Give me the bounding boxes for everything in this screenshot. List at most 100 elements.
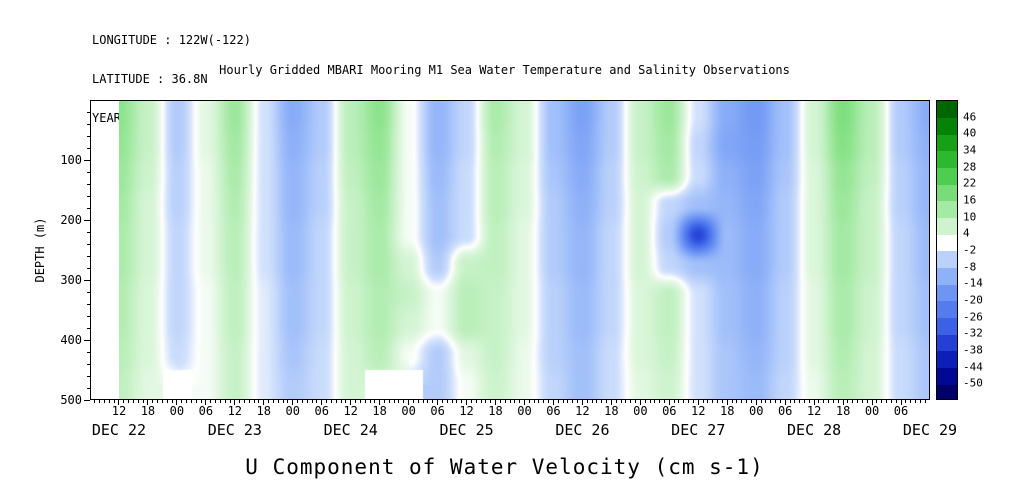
x-minor-tick	[186, 400, 188, 403]
x-minor-tick	[630, 400, 632, 403]
x-minor-tick	[417, 400, 419, 403]
x-minor-tick	[548, 400, 550, 403]
x-minor-tick	[374, 400, 376, 403]
y-minor-tick	[87, 327, 90, 329]
x-major-tick	[466, 400, 468, 405]
heatmap-canvas	[119, 101, 930, 399]
y-tick-label: 500	[60, 393, 82, 407]
x-minor-tick	[543, 400, 545, 403]
x-minor-tick	[258, 400, 260, 403]
x-minor-tick	[775, 400, 777, 403]
x-minor-tick	[866, 400, 868, 403]
x-minor-tick	[103, 400, 105, 403]
x-tick-label: 00	[169, 404, 185, 418]
x-minor-tick	[190, 400, 192, 403]
x-major-tick	[755, 400, 757, 405]
x-minor-tick	[919, 400, 921, 403]
x-tick-label: 00	[633, 404, 648, 418]
x-minor-tick	[509, 400, 511, 403]
x-major-tick	[234, 400, 236, 405]
x-minor-tick	[779, 400, 781, 403]
x-tick-label: 12	[459, 404, 474, 418]
x-tick-label: 18	[604, 404, 619, 418]
x-minor-tick	[229, 400, 231, 403]
y-tick-label: 100	[60, 153, 82, 167]
y-minor-tick	[87, 147, 90, 149]
x-minor-tick	[606, 400, 608, 403]
y-minor-tick	[87, 207, 90, 209]
x-minor-tick	[311, 400, 313, 403]
x-minor-tick	[770, 400, 772, 403]
y-minor-tick	[87, 195, 90, 197]
x-minor-tick	[538, 400, 540, 403]
x-tick-label: 06	[777, 404, 793, 418]
x-date-label: DEC 27	[671, 421, 726, 439]
x-minor-tick	[731, 400, 733, 403]
x-major-tick	[842, 400, 844, 405]
x-minor-tick	[886, 400, 888, 403]
y-major-tick	[84, 279, 90, 281]
x-minor-tick	[533, 400, 535, 403]
x-date-label: DEC 26	[555, 421, 610, 439]
x-minor-tick	[248, 400, 250, 403]
x-major-tick	[552, 400, 554, 405]
x-minor-tick	[490, 400, 492, 403]
y-minor-tick	[87, 351, 90, 353]
colorbar-tick-label: 34	[963, 143, 977, 157]
x-minor-tick	[210, 400, 212, 403]
x-minor-tick	[663, 400, 665, 403]
x-tick-label: 06	[546, 404, 561, 418]
x-major-tick	[147, 400, 149, 405]
x-minor-tick	[644, 400, 646, 403]
y-minor-tick	[87, 267, 90, 269]
x-minor-tick	[789, 400, 791, 403]
x-minor-tick	[326, 400, 328, 403]
y-minor-tick	[87, 243, 90, 245]
plot-frame	[90, 100, 930, 400]
y-major-tick	[84, 339, 90, 341]
x-minor-tick	[388, 400, 390, 403]
y-minor-tick	[87, 291, 90, 293]
colorbar-segment	[937, 134, 957, 152]
x-tick-label: 18	[256, 404, 272, 418]
colorbar-segment	[937, 234, 957, 252]
colorbar-tick-label: -32	[963, 326, 983, 340]
x-minor-tick	[852, 400, 854, 403]
x-major-tick	[118, 400, 120, 405]
x-tick-label: 18	[140, 404, 156, 418]
x-minor-tick	[200, 400, 202, 403]
x-tick-label: 12	[691, 404, 706, 418]
x-minor-tick	[181, 400, 183, 403]
colorbar-tick-label: 28	[963, 160, 977, 174]
x-minor-tick	[432, 400, 434, 403]
x-minor-tick	[123, 400, 125, 403]
x-minor-tick	[345, 400, 347, 403]
x-minor-tick	[765, 400, 767, 403]
x-date-label: DEC 25	[439, 421, 494, 439]
x-minor-tick	[383, 400, 385, 403]
x-minor-tick	[287, 400, 289, 403]
y-minor-tick	[87, 231, 90, 233]
x-minor-tick	[485, 400, 487, 403]
x-major-tick	[321, 400, 323, 405]
y-minor-tick	[87, 171, 90, 173]
x-minor-tick	[707, 400, 709, 403]
x-minor-tick	[108, 400, 110, 403]
colorbar-segment	[937, 217, 957, 235]
x-minor-tick	[335, 400, 337, 403]
y-minor-tick	[87, 255, 90, 257]
colorbar-segment	[937, 184, 957, 202]
x-minor-tick	[808, 400, 810, 403]
y-minor-tick	[87, 387, 90, 389]
x-minor-tick	[253, 400, 255, 403]
x-major-tick	[437, 400, 439, 405]
x-minor-tick	[470, 400, 472, 403]
colorbar-segment	[937, 251, 957, 269]
x-major-tick	[379, 400, 381, 405]
colorbar-segment	[937, 351, 957, 369]
colorbar-tick-label: -38	[963, 343, 983, 357]
x-minor-tick	[620, 400, 622, 403]
x-minor-tick	[659, 400, 661, 403]
x-minor-tick	[446, 400, 448, 403]
colorbar-tick-label: -14	[963, 276, 983, 290]
